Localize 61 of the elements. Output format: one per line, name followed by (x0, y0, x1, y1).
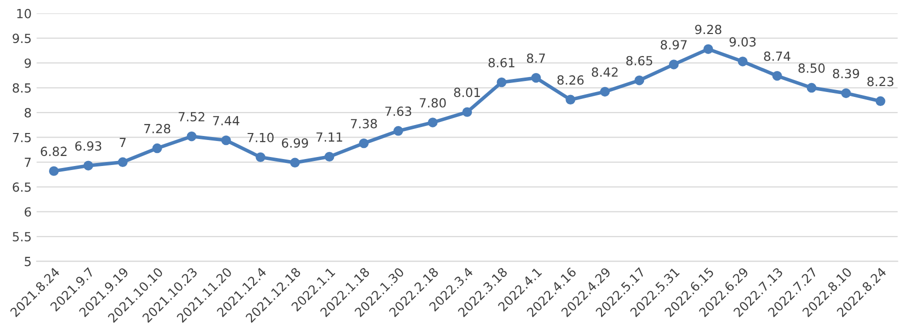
point (876, 96, 886, 106)
point (290, 158, 300, 168)
point (83, 160, 94, 170)
point (841, 88, 851, 98)
y-tick-label: 10 (17, 8, 31, 18)
data-label: 7.44 (213, 116, 240, 126)
point (428, 118, 438, 128)
data-label: 6.99 (282, 138, 308, 148)
y-tick-label: 7.5 (12, 132, 31, 142)
point (738, 56, 748, 66)
point (358, 138, 369, 148)
point (531, 72, 541, 83)
data-label: 7.10 (248, 132, 274, 142)
data-label: 8.74 (764, 51, 790, 61)
point (634, 75, 644, 86)
point (600, 86, 610, 97)
data-label: 7 (120, 138, 126, 148)
point (393, 126, 404, 136)
data-label: 8.97 (660, 40, 687, 50)
point (496, 77, 506, 88)
point (49, 166, 59, 176)
point (221, 135, 231, 146)
y-tick-label: 6.5 (12, 182, 31, 192)
data-label: 7.80 (420, 98, 446, 108)
data-label: 7.38 (350, 118, 377, 128)
data-label: 8.61 (488, 58, 514, 68)
data-label: 8.01 (454, 88, 480, 98)
data-label: 8.65 (626, 56, 652, 66)
y-tick-label: 9.5 (12, 34, 31, 44)
y-tick-label: 6 (24, 207, 31, 217)
point (186, 131, 196, 142)
data-label: 9.03 (730, 37, 756, 47)
point (806, 82, 816, 93)
data-label: 8.23 (867, 76, 894, 86)
y-tick-label: 8.5 (12, 83, 31, 93)
point (256, 152, 266, 162)
point (703, 44, 714, 54)
point (152, 143, 162, 154)
point (118, 157, 128, 167)
data-label: 8.39 (832, 68, 860, 78)
data-label: 8.42 (592, 67, 618, 77)
data-label: 6.93 (75, 141, 102, 151)
data-label: 7.28 (144, 124, 170, 134)
y-tick-label: 9 (24, 58, 31, 68)
data-label: 7.52 (178, 112, 204, 122)
point (772, 71, 782, 81)
point (566, 94, 576, 105)
y-tick-label: 5 (24, 256, 31, 266)
data-label: 8.26 (557, 75, 584, 85)
data-label: 8.7 (526, 53, 545, 63)
point (324, 152, 334, 162)
y-tick-label: 7 (24, 158, 31, 167)
point (462, 107, 472, 117)
y-tick-label: 8 (24, 108, 31, 118)
y-tick-label: 5.5 (12, 232, 31, 242)
data-label: 8.50 (798, 63, 825, 73)
data-label: 7.11 (316, 132, 342, 142)
data-label: 6.82 (40, 146, 67, 156)
data-label: 9.28 (695, 24, 722, 34)
data-label: 7.63 (385, 106, 412, 116)
point (668, 60, 679, 70)
